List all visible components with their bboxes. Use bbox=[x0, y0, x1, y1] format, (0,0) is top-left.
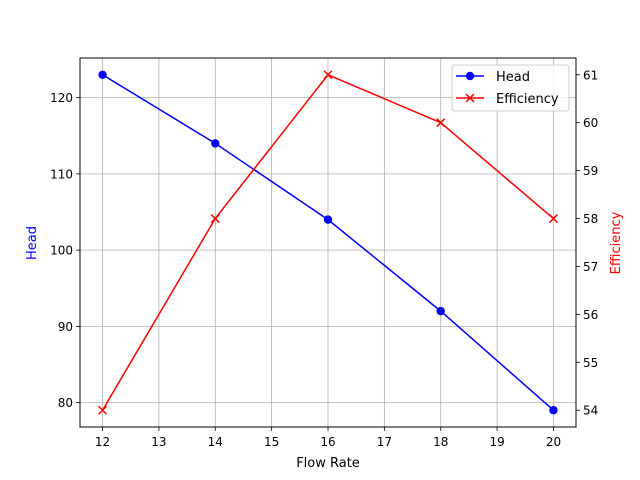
grid-lines bbox=[80, 58, 576, 427]
right-y-tick-label: 59 bbox=[583, 164, 598, 178]
data-point bbox=[98, 70, 107, 79]
data-point bbox=[436, 118, 446, 128]
x-tick-label: 13 bbox=[151, 435, 166, 449]
head-series bbox=[98, 70, 558, 415]
data-point bbox=[548, 214, 558, 224]
left-y-tick-label: 110 bbox=[50, 167, 73, 181]
right-y-tick-label: 56 bbox=[583, 308, 598, 322]
left-y-tick-label: 90 bbox=[58, 320, 73, 334]
right-y-axis-ticks: 54 55 56 57 58 59 60 61 bbox=[576, 68, 598, 418]
x-axis-ticks: 12 13 14 15 16 17 18 19 20 bbox=[95, 427, 561, 449]
x-marker-icon bbox=[465, 93, 475, 103]
left-y-tick-label: 100 bbox=[50, 244, 73, 258]
data-point bbox=[211, 139, 220, 148]
x-tick-label: 19 bbox=[489, 435, 504, 449]
right-y-tick-label: 57 bbox=[583, 260, 598, 274]
left-y-axis-ticks: 80 90 100 110 120 bbox=[50, 91, 80, 410]
x-tick-label: 14 bbox=[208, 435, 223, 449]
data-point bbox=[323, 70, 333, 80]
x-tick-label: 15 bbox=[264, 435, 279, 449]
x-tick-label: 20 bbox=[546, 435, 561, 449]
x-tick-label: 18 bbox=[433, 435, 448, 449]
x-tick-label: 16 bbox=[320, 435, 335, 449]
right-y-tick-label: 55 bbox=[583, 356, 598, 370]
left-y-axis-label: Head bbox=[25, 226, 40, 260]
data-point bbox=[98, 405, 108, 415]
legend: Head Efficiency bbox=[451, 64, 570, 112]
right-y-tick-label: 60 bbox=[583, 116, 598, 130]
legend-label-efficiency: Efficiency bbox=[496, 92, 559, 107]
right-y-tick-label: 54 bbox=[583, 404, 598, 418]
right-y-axis-label: Efficiency bbox=[609, 211, 624, 274]
left-y-tick-label: 80 bbox=[58, 396, 73, 410]
x-tick-label: 12 bbox=[95, 435, 110, 449]
right-y-tick-label: 61 bbox=[583, 68, 598, 82]
x-tick-label: 17 bbox=[377, 435, 392, 449]
data-point bbox=[323, 215, 333, 224]
legend-label-head: Head bbox=[496, 70, 530, 85]
left-y-tick-label: 120 bbox=[50, 91, 73, 105]
data-point bbox=[549, 406, 558, 415]
legend-item-efficiency: Efficiency bbox=[456, 92, 559, 107]
legend-item-head: Head bbox=[456, 70, 530, 85]
efficiency-series bbox=[98, 70, 558, 415]
x-axis-label: Flow Rate bbox=[296, 456, 360, 471]
data-point bbox=[436, 306, 445, 316]
data-point bbox=[210, 214, 220, 224]
right-y-tick-label: 58 bbox=[583, 212, 598, 226]
circle-marker-icon bbox=[465, 71, 475, 81]
